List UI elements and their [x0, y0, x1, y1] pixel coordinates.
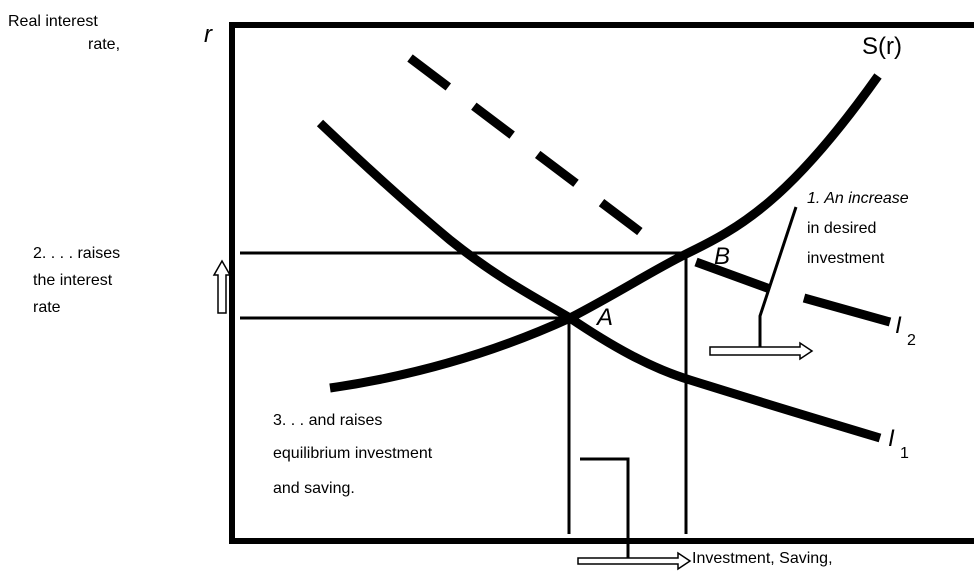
i2-curve-dashed — [407, 54, 658, 247]
note: the interest — [33, 272, 113, 289]
note: 2. . . . raises — [33, 245, 120, 262]
note: rate — [33, 299, 61, 316]
note: 1. An increase — [807, 190, 909, 207]
i1-label: I — [888, 425, 895, 452]
saving-curve — [329, 73, 882, 393]
pointer — [758, 206, 798, 352]
y-axis-label: rate, — [88, 36, 120, 53]
frame — [229, 22, 974, 544]
i1-subscript: 1 — [900, 445, 909, 462]
i2-curve — [694, 257, 772, 294]
saving-label: S(r) — [862, 33, 902, 60]
x-axis-label: Investment, Saving, — [692, 550, 833, 567]
y-axis-symbol: r — [204, 21, 213, 48]
shift-arrow — [709, 341, 814, 361]
note: investment — [807, 250, 885, 267]
y-axis-label: Real interest — [8, 13, 98, 30]
note: in desired — [807, 220, 876, 237]
point-label: A — [595, 304, 613, 331]
point-label: B — [714, 243, 730, 270]
note: 3. . . and raises — [273, 412, 382, 429]
i2-subscript: 2 — [907, 332, 916, 349]
investment-arrow — [577, 551, 692, 571]
i2-curve — [802, 293, 892, 327]
note: equilibrium investment — [273, 445, 433, 462]
i2-label: I — [895, 312, 902, 339]
rate-arrow — [212, 259, 232, 314]
curves — [316, 54, 892, 443]
i1-curve — [316, 119, 882, 443]
note: and saving. — [273, 480, 355, 497]
bracket — [580, 457, 630, 560]
